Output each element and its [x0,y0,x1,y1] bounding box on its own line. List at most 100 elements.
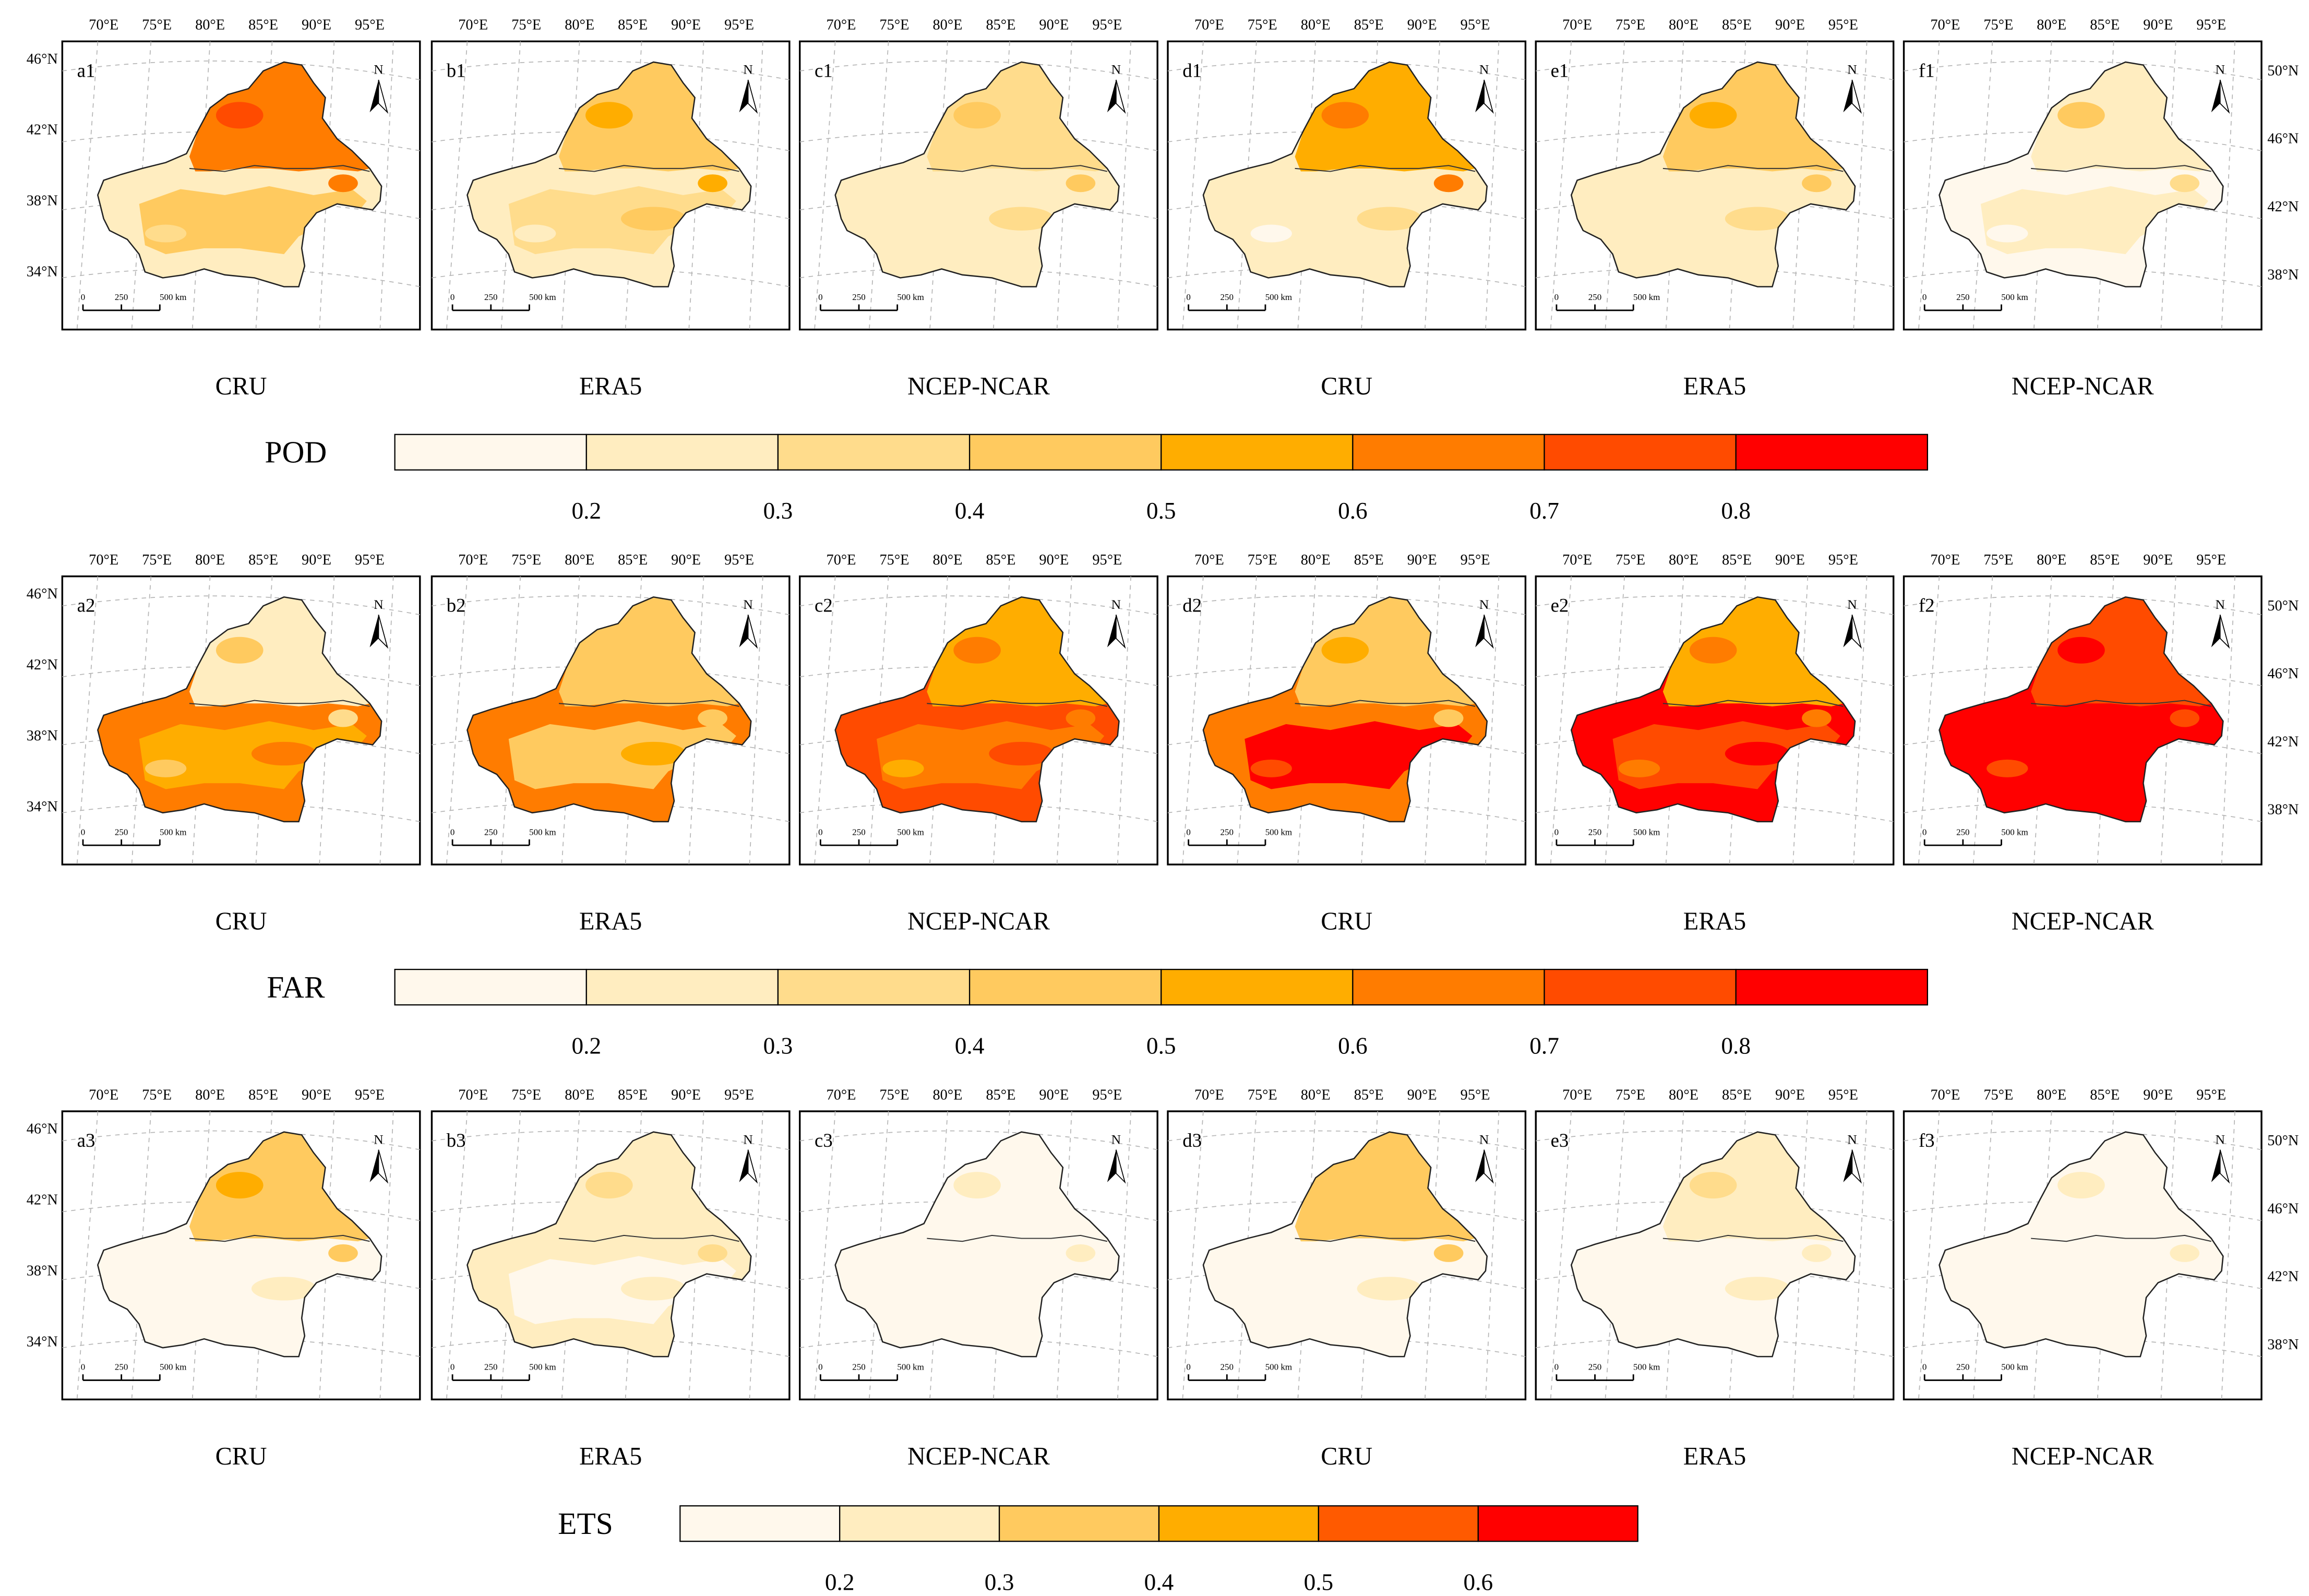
field-blotch [2093,741,2158,766]
longitude-label: 95°E [724,552,754,568]
scale-bar-label: 250 [1221,827,1234,837]
scale-bar: 0 250 500 km [1186,827,1292,846]
region-outline [834,596,1120,823]
north-arrow-letter: N [1479,597,1489,612]
colorbar-swatch [394,968,587,1006]
longitude-label: 90°E [1775,1087,1805,1103]
graticule-meridian [1853,576,1868,865]
scale-bar: 0 250 500 km [1922,827,2028,846]
scale-bar: 0 250 500 km [81,1362,187,1381]
north-arrow-icon: N [1107,597,1126,649]
field-north [2031,62,2211,172]
field-blotch [145,1294,187,1313]
north-arrow-half [739,615,748,647]
field-blotch [1618,224,1660,243]
north-arrow-half [1116,79,1126,114]
map-panel-e2: e2 N 0 250 500 km 70°E 75°E 80°E 85°E 90°E 95°E ERA… [1535,552,1895,935]
colorbar-tick-label: 0.4 [955,498,985,524]
longitude-label: 90°E [671,552,701,568]
colorbar-tick-label: 0.5 [1146,1033,1176,1059]
subregion-boundary [558,1234,739,1242]
longitude-label: 95°E [2196,1087,2226,1103]
map-panel-f2: f2 N 0 250 500 km 70°E 75°E 80°E 85°E 90°E 95°E 50°… [1903,552,2299,935]
longitude-label: 90°E [1039,17,1069,33]
dataset-caption: ERA5 [579,373,642,400]
north-arrow-letter: N [1847,62,1857,77]
field-blotch [1066,174,1096,193]
scale-bar-label: 500 km [897,292,924,302]
colorbar-tick-label: 0.3 [985,1569,1014,1595]
colorbar-swatch [1735,968,1928,1006]
panel-label: f1 [1919,59,1935,81]
graticule-parallel [1167,1130,1526,1150]
graticule-meridian [749,1111,763,1400]
scale-bar-label: 0 [818,827,823,837]
field-north [189,62,370,172]
field-blotch [1357,1277,1422,1301]
graticule-parallel [432,595,790,616]
scale-bar-label: 250 [1956,827,1969,837]
precip-field [1939,597,2223,822]
colorbar-tick-label: 0.8 [1721,498,1751,524]
field-blotch [251,741,317,766]
panel-label: a1 [77,59,95,81]
longitude-label: 95°E [1461,1087,1490,1103]
north-arrow-icon: N [739,1132,758,1184]
north-arrow-icon: N [2211,1132,2230,1184]
scale-bar-label: 500 km [160,1362,186,1372]
longitude-label: 95°E [355,17,385,33]
graticule-meridian [814,576,836,865]
longitude-label: 70°E [1562,17,1592,33]
north-arrow-half [369,79,379,113]
graticule-meridian [379,1111,394,1400]
region-outline [1202,61,1488,287]
longitude-label: 75°E [142,17,172,33]
longitude-label: 95°E [1092,552,1122,568]
north-arrow-letter: N [1847,1132,1857,1147]
colorbar-swatch [1544,434,1737,471]
colorbar-tick-label: 0.7 [1529,1033,1559,1059]
colorbar-swatch [839,1505,1000,1542]
graticule-meridian [1117,41,1132,330]
field-blotch [328,174,358,193]
field-north [2031,597,2211,706]
longitude-label: 75°E [511,552,541,568]
scale-bar-label: 500 km [897,827,924,837]
colorbar-swatch [1477,1505,1638,1542]
dataset-caption: CRU [1321,373,1372,400]
map-panel-d3: d3 N 0 250 500 km 70°E 75°E 80°E 85°E 90°E 95°E CRU [1167,1087,1527,1470]
panel-label: b2 [447,595,466,616]
field-north [1662,62,1844,172]
colorbar-swatch [777,434,971,471]
north-arrow-icon: N [1475,62,1494,114]
map-panel-a3: a3 N 0 250 500 km 70°E 75°E 80°E 85°E 90°E 95°E 46°… [27,1087,421,1470]
graticule-parallel [432,61,790,80]
colorbar-tick-label: 0.7 [1529,498,1559,524]
longitude-label: 85°E [618,17,648,33]
field-blotch [953,1172,1001,1199]
longitude-label: 75°E [1983,552,2013,568]
precip-field [467,1132,751,1357]
graticule-parallel [799,61,1158,80]
graticule-parallel [1536,595,1894,616]
dataset-caption: CRU [1321,908,1372,935]
north-arrow-letter: N [1111,1132,1121,1147]
scale-bar-label: 250 [484,827,497,837]
longitude-label: 85°E [248,17,278,33]
precip-field [98,1132,382,1357]
graticule-meridian [1918,1111,1940,1400]
longitude-label: 70°E [1194,17,1224,33]
field-blotch [251,1277,317,1301]
field-blotch [953,637,1001,664]
longitude-label: 85°E [986,17,1015,33]
longitude-label: 70°E [827,1087,856,1103]
north-arrow-letter: N [1479,62,1489,77]
longitude-label: 80°E [1669,552,1698,568]
north-arrow-half [1483,615,1494,649]
colorbar-tick-label: 0.4 [1144,1569,1174,1595]
north-arrow-icon: N [1107,1132,1126,1184]
longitude-label: 80°E [932,17,962,33]
longitude-label: 80°E [195,17,225,33]
graticule-meridian [1117,1111,1132,1400]
field-blotch [1321,102,1369,129]
